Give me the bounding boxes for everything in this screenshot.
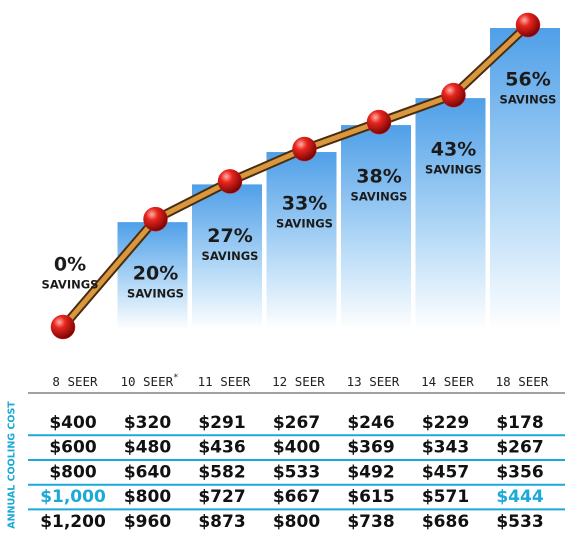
value-caption: SAVINGS <box>42 278 99 292</box>
column-header-text: 14 SEER <box>421 374 474 389</box>
column-header: 8 SEER <box>52 374 98 389</box>
table-cell: $369 <box>347 438 394 458</box>
table-cell: $800 <box>273 512 320 532</box>
table-cell: $320 <box>124 413 171 433</box>
marker <box>50 314 76 340</box>
column-header: 11 SEER <box>198 374 251 389</box>
marker <box>515 12 541 38</box>
table-cell: $1,200 <box>40 512 106 532</box>
table-cell: $800 <box>49 462 96 482</box>
marker <box>217 169 243 194</box>
table-cell: $582 <box>198 462 245 482</box>
bar <box>192 184 262 330</box>
table-cell: $873 <box>198 512 245 532</box>
footnote-mark: * <box>173 373 178 383</box>
bar <box>341 125 411 330</box>
marker <box>292 136 317 162</box>
value-label: 33% <box>282 193 327 215</box>
table-cell: $738 <box>347 512 394 532</box>
bar <box>266 152 337 330</box>
value-caption: SAVINGS <box>127 287 184 301</box>
table-cell: $533 <box>496 512 543 532</box>
table-cell: $480 <box>124 438 171 458</box>
bar <box>117 222 188 330</box>
table-cell: $343 <box>422 438 469 458</box>
value-caption: SAVINGS <box>351 190 408 204</box>
column-header-text: 12 SEER <box>272 374 325 389</box>
table-cell: $291 <box>198 413 245 433</box>
table-cell: $600 <box>49 438 96 458</box>
value-label: 20% <box>133 263 178 285</box>
table-cell: $960 <box>124 512 171 532</box>
table-cell: $1,000 <box>40 487 106 507</box>
table-cell: $246 <box>347 413 394 433</box>
table-cell: $400 <box>273 438 320 458</box>
savings-line <box>50 12 541 340</box>
column-header-text: 18 SEER <box>496 374 549 389</box>
table-cell: $356 <box>496 462 543 482</box>
table-cell: $444 <box>496 487 543 507</box>
table-cell: $492 <box>347 462 394 482</box>
value-label: 43% <box>431 139 476 161</box>
marker <box>366 109 392 135</box>
value-caption: SAVINGS <box>276 217 333 231</box>
table-cell: $727 <box>198 487 245 507</box>
value-labels: 0% SAVINGS 20% SAVINGS 27% SAVINGS 33% SAVINGS 3… <box>42 69 557 301</box>
column-header: 14 SEER <box>421 374 474 389</box>
value-label: 38% <box>356 166 401 188</box>
column-header: 18 SEER <box>496 374 549 389</box>
value-caption: SAVINGS <box>500 93 557 107</box>
bars <box>117 28 560 330</box>
value-label: 56% <box>505 69 550 91</box>
table-cell: $457 <box>422 462 469 482</box>
column-header-text: 10 SEER <box>120 374 173 389</box>
row-axis-label: ANNUAL COOLING COST <box>7 401 18 529</box>
table-cell: $800 <box>124 487 171 507</box>
table-cell: $267 <box>496 438 543 458</box>
table-cell: $571 <box>422 487 469 507</box>
value-caption: SAVINGS <box>202 249 259 263</box>
table-cell: $615 <box>347 487 394 507</box>
value-caption: SAVINGS <box>425 163 482 177</box>
table-cell: $436 <box>198 438 245 458</box>
bar <box>490 28 560 330</box>
column-header: 10 SEER* <box>120 373 178 389</box>
table-cell: $178 <box>496 413 543 433</box>
value-label: 27% <box>207 225 252 247</box>
marker <box>441 82 466 108</box>
column-header-text: 11 SEER <box>198 374 251 389</box>
table-cell: $229 <box>422 413 469 433</box>
value-label: 0% <box>54 254 86 276</box>
marker <box>143 206 168 232</box>
bar <box>415 98 486 330</box>
table-cell: $667 <box>273 487 320 507</box>
table-cell: $400 <box>49 413 96 433</box>
cost-table: ANNUAL COOLING COST 8 SEER 10 SEER* 11 SEE… <box>7 373 565 532</box>
table-cell: $640 <box>124 462 171 482</box>
table-cell: $267 <box>273 413 320 433</box>
table-cell: $533 <box>273 462 320 482</box>
column-header: 13 SEER <box>347 374 400 389</box>
column-header-text: 8 SEER <box>52 374 98 389</box>
table-cell: $686 <box>422 512 469 532</box>
column-header: 12 SEER <box>272 374 325 389</box>
column-header-text: 13 SEER <box>347 374 400 389</box>
